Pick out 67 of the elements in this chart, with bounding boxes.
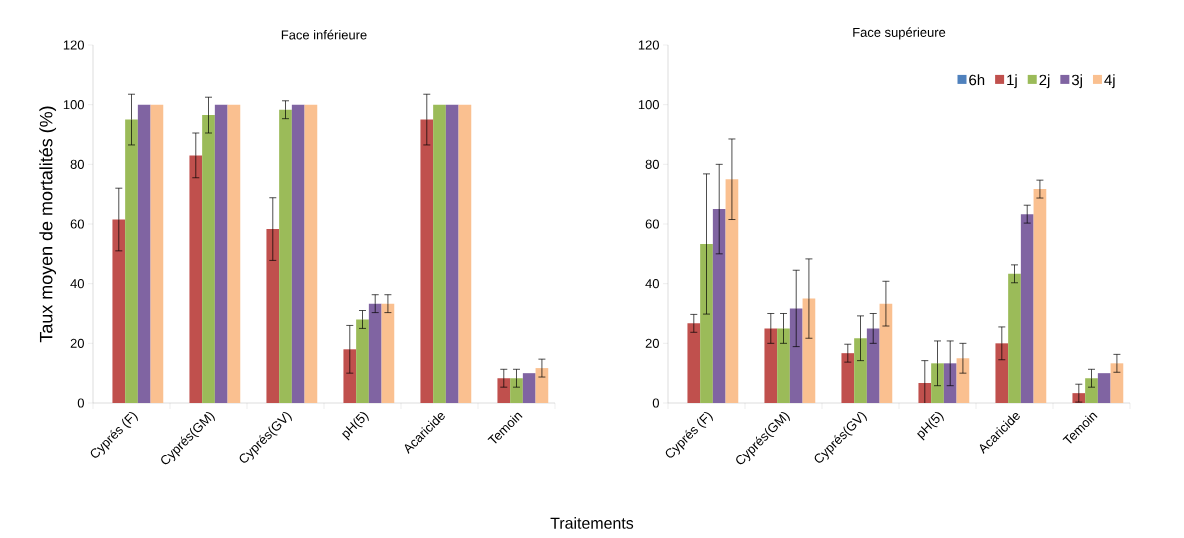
bar [1110, 363, 1124, 403]
bar [445, 104, 459, 403]
bar [279, 109, 292, 403]
bar [510, 378, 523, 403]
bar [995, 343, 1009, 403]
y-tick-label: 40 [70, 279, 84, 289]
bar [725, 179, 739, 403]
bar [866, 328, 880, 403]
bar [304, 104, 318, 403]
bar [1097, 373, 1111, 403]
bar [150, 104, 164, 403]
legend-label: 2j [1039, 74, 1050, 89]
bar [687, 323, 701, 403]
y-tick-label: 40 [645, 279, 659, 289]
y-tick-label: 20 [645, 338, 659, 348]
bar [125, 119, 138, 403]
bar [712, 209, 726, 403]
bar [189, 155, 203, 403]
y-tick-label: 60 [70, 219, 84, 229]
bar [343, 349, 357, 403]
bar [137, 104, 151, 403]
bar [802, 298, 816, 403]
bar [202, 115, 215, 403]
y-tick-label: 100 [63, 100, 84, 110]
legend-label: 3j [1071, 74, 1082, 89]
bar [522, 373, 536, 403]
bar [700, 243, 713, 403]
bar [854, 338, 867, 403]
bar [1020, 214, 1034, 403]
legend-label: 4j [1104, 74, 1115, 89]
bar [777, 328, 790, 403]
bar [112, 219, 126, 403]
y-tick-label: 120 [63, 40, 84, 50]
y-tick-label: 80 [645, 159, 659, 169]
chart-title: Face inférieure [281, 29, 367, 40]
x-axis-title: Traitements [550, 517, 634, 529]
chart-title: Face supérieure [853, 27, 946, 40]
legend-label: 1j [1007, 74, 1017, 89]
legend-label: 6h [969, 74, 985, 86]
bar [956, 358, 970, 403]
bar [291, 104, 305, 403]
bar [1008, 273, 1021, 403]
y-tick-label: 0 [77, 398, 84, 408]
y-tick-label: 80 [70, 159, 84, 169]
bar [356, 319, 369, 403]
bar [841, 353, 855, 403]
y-tick-label: 20 [70, 338, 84, 348]
y-tick-label: 120 [638, 40, 659, 50]
bar [879, 303, 893, 403]
bar [266, 229, 280, 403]
y-axis-title: Taux moyen de mortalités (%) [39, 106, 57, 343]
bar [789, 308, 803, 403]
bar [1033, 189, 1047, 403]
bar [1085, 378, 1098, 403]
bar [535, 368, 549, 403]
bar [497, 378, 511, 403]
bar [433, 104, 446, 403]
bar [458, 104, 472, 403]
bar [381, 303, 395, 403]
bar [764, 328, 778, 403]
bar [227, 104, 241, 403]
y-tick-label: 60 [645, 219, 659, 229]
y-tick-label: 0 [652, 398, 659, 408]
bar [214, 104, 228, 403]
bar [368, 303, 382, 403]
y-tick-label: 100 [638, 100, 659, 110]
bar [420, 119, 434, 403]
